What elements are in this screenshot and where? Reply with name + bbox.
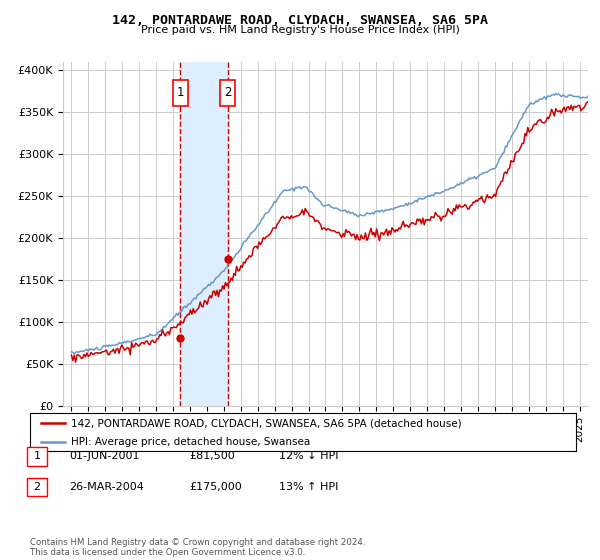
Text: 2: 2 — [34, 482, 40, 492]
Text: £175,000: £175,000 — [189, 482, 242, 492]
Text: 142, PONTARDAWE ROAD, CLYDACH, SWANSEA, SA6 5PA: 142, PONTARDAWE ROAD, CLYDACH, SWANSEA, … — [112, 14, 488, 27]
Text: £81,500: £81,500 — [189, 451, 235, 461]
Text: 1: 1 — [34, 451, 40, 461]
Text: 01-JUN-2001: 01-JUN-2001 — [69, 451, 139, 461]
Text: 1: 1 — [176, 86, 184, 99]
Text: Contains HM Land Registry data © Crown copyright and database right 2024.
This d: Contains HM Land Registry data © Crown c… — [30, 538, 365, 557]
Text: 142, PONTARDAWE ROAD, CLYDACH, SWANSEA, SA6 5PA (detached house): 142, PONTARDAWE ROAD, CLYDACH, SWANSEA, … — [71, 418, 461, 428]
Text: Price paid vs. HM Land Registry's House Price Index (HPI): Price paid vs. HM Land Registry's House … — [140, 25, 460, 35]
Bar — [220, 80, 235, 105]
Text: 2: 2 — [224, 86, 232, 99]
Text: 12% ↓ HPI: 12% ↓ HPI — [279, 451, 338, 461]
Text: 13% ↑ HPI: 13% ↑ HPI — [279, 482, 338, 492]
Bar — [180, 62, 228, 406]
Bar — [173, 80, 188, 105]
Text: 26-MAR-2004: 26-MAR-2004 — [69, 482, 144, 492]
Text: HPI: Average price, detached house, Swansea: HPI: Average price, detached house, Swan… — [71, 437, 310, 447]
